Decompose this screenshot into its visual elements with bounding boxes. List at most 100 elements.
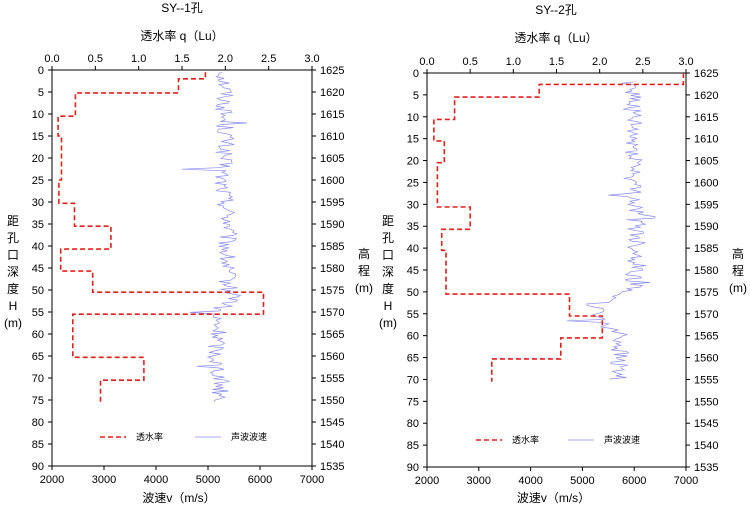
bottom-tick-label: 6000: [622, 475, 646, 487]
bottom-tick-label: 3000: [467, 475, 491, 487]
right-tick-label: 1565: [694, 331, 718, 343]
left-tick-label: 0: [413, 68, 419, 80]
legend-permeability-label: 透水率: [136, 431, 163, 442]
right-tick-label: 1600: [694, 177, 718, 189]
left-tick-label: 60: [407, 331, 419, 343]
right-tick-label: 1555: [320, 373, 344, 385]
top-tick-label: 0.0: [44, 53, 59, 65]
left-tick-label: 15: [32, 131, 44, 143]
left-tick-label: 5: [413, 90, 419, 102]
left-tick-label: 80: [407, 418, 419, 430]
top-tick-label: 0.5: [88, 53, 103, 65]
top-tick-label: 1.0: [506, 56, 521, 68]
top-tick-label: 3.0: [678, 56, 693, 68]
left-tick-label: 55: [407, 309, 419, 321]
right-tick-label: 1590: [320, 219, 344, 231]
left-tick-label: 50: [32, 285, 44, 297]
right-tick-label: 1580: [694, 265, 718, 277]
left-tick-label: 45: [32, 263, 44, 275]
left-axis-label: 孔: [7, 231, 19, 245]
top-tick-label: 2.0: [218, 53, 233, 65]
right-tick-label: 1605: [320, 153, 344, 165]
right-tick-label: 1560: [320, 351, 344, 363]
left-tick-label: 35: [32, 219, 44, 231]
left-tick-label: 45: [407, 265, 419, 277]
left-tick-label: 80: [32, 417, 44, 429]
right-tick-label: 1560: [694, 353, 718, 365]
bottom-tick-label: 7000: [674, 475, 698, 487]
right-tick-label: 1605: [694, 156, 718, 168]
left-axis-label: 深: [382, 265, 394, 279]
top-tick-label: 3.0: [304, 53, 319, 65]
right-tick-label: 1550: [694, 396, 718, 408]
top-axis-label: 透水率 q（Lu）: [514, 30, 597, 45]
bottom-tick-label: 2000: [40, 474, 64, 486]
right-axis-label: (m): [729, 281, 747, 295]
bottom-tick-label: 4000: [518, 475, 542, 487]
right-tick-label: 1620: [320, 87, 344, 99]
bottom-tick-label: 5000: [570, 475, 594, 487]
left-axis-label: (m): [379, 316, 397, 330]
right-tick-label: 1570: [320, 307, 344, 319]
bottom-tick-label: 6000: [248, 474, 272, 486]
left-tick-label: 85: [32, 439, 44, 451]
right-tick-label: 1615: [320, 109, 344, 121]
left-tick-label: 65: [407, 353, 419, 365]
left-tick-label: 70: [32, 373, 44, 385]
left-axis-label: 口: [382, 248, 394, 262]
right-tick-label: 1620: [694, 90, 718, 102]
left-tick-label: 25: [32, 175, 44, 187]
left-tick-label: 65: [32, 351, 44, 363]
right-tick-label: 1595: [694, 199, 718, 211]
top-tick-label: 2.5: [261, 53, 276, 65]
right-tick-label: 1610: [694, 134, 718, 146]
right-tick-label: 1550: [320, 395, 344, 407]
left-axis-label: H: [384, 299, 393, 313]
right-axis-label: 程: [358, 263, 370, 278]
right-tick-label: 1555: [694, 374, 718, 386]
permeability-series: [433, 73, 685, 382]
top-tick-label: 0.5: [463, 56, 478, 68]
left-tick-label: 40: [407, 243, 419, 255]
left-axis-label: 距: [382, 214, 394, 228]
left-tick-label: 20: [32, 153, 44, 165]
plot-frame: [51, 69, 313, 467]
right-axis-label: 高: [358, 246, 370, 261]
legend-permeability-label: 透水率: [512, 434, 539, 445]
left-tick-label: 15: [407, 134, 419, 146]
bottom-tick-label: 2000: [415, 475, 439, 487]
right-tick-label: 1590: [694, 221, 718, 233]
left-axis-label: 深: [7, 265, 19, 279]
bottom-axis-label: 波速v（m/s）: [142, 491, 215, 505]
left-axis-label: 孔: [382, 231, 394, 245]
left-tick-label: 75: [32, 395, 44, 407]
left-tick-label: 85: [407, 440, 419, 452]
left-tick-label: 50: [407, 287, 419, 299]
left-tick-label: 60: [32, 329, 44, 341]
right-tick-label: 1585: [320, 241, 344, 253]
legend-velocity-label: 声波波速: [604, 434, 640, 445]
left-tick-label: 30: [32, 197, 44, 209]
right-tick-label: 1535: [694, 462, 718, 474]
left-tick-label: 90: [407, 462, 419, 474]
bottom-axis-label: 波速v（m/s）: [517, 491, 590, 505]
velocity-series: [566, 81, 656, 380]
top-tick-label: 2.5: [635, 56, 650, 68]
right-tick-label: 1575: [694, 287, 718, 299]
left-tick-label: 20: [407, 156, 419, 168]
left-tick-label: 40: [32, 241, 44, 253]
permeability-series: [57, 72, 265, 403]
right-tick-label: 1540: [694, 440, 718, 452]
left-tick-label: 75: [407, 396, 419, 408]
left-tick-label: 0: [38, 65, 44, 77]
legend-velocity-label: 声波波速: [231, 431, 267, 442]
right-tick-label: 1570: [694, 309, 718, 321]
plot-frame: [426, 72, 687, 468]
left-tick-label: 70: [407, 374, 419, 386]
left-tick-label: 55: [32, 307, 44, 319]
right-tick-label: 1545: [320, 417, 344, 429]
top-axis-label: 透水率 q（Lu）: [140, 28, 223, 43]
right-axis-label: 程: [732, 263, 744, 278]
